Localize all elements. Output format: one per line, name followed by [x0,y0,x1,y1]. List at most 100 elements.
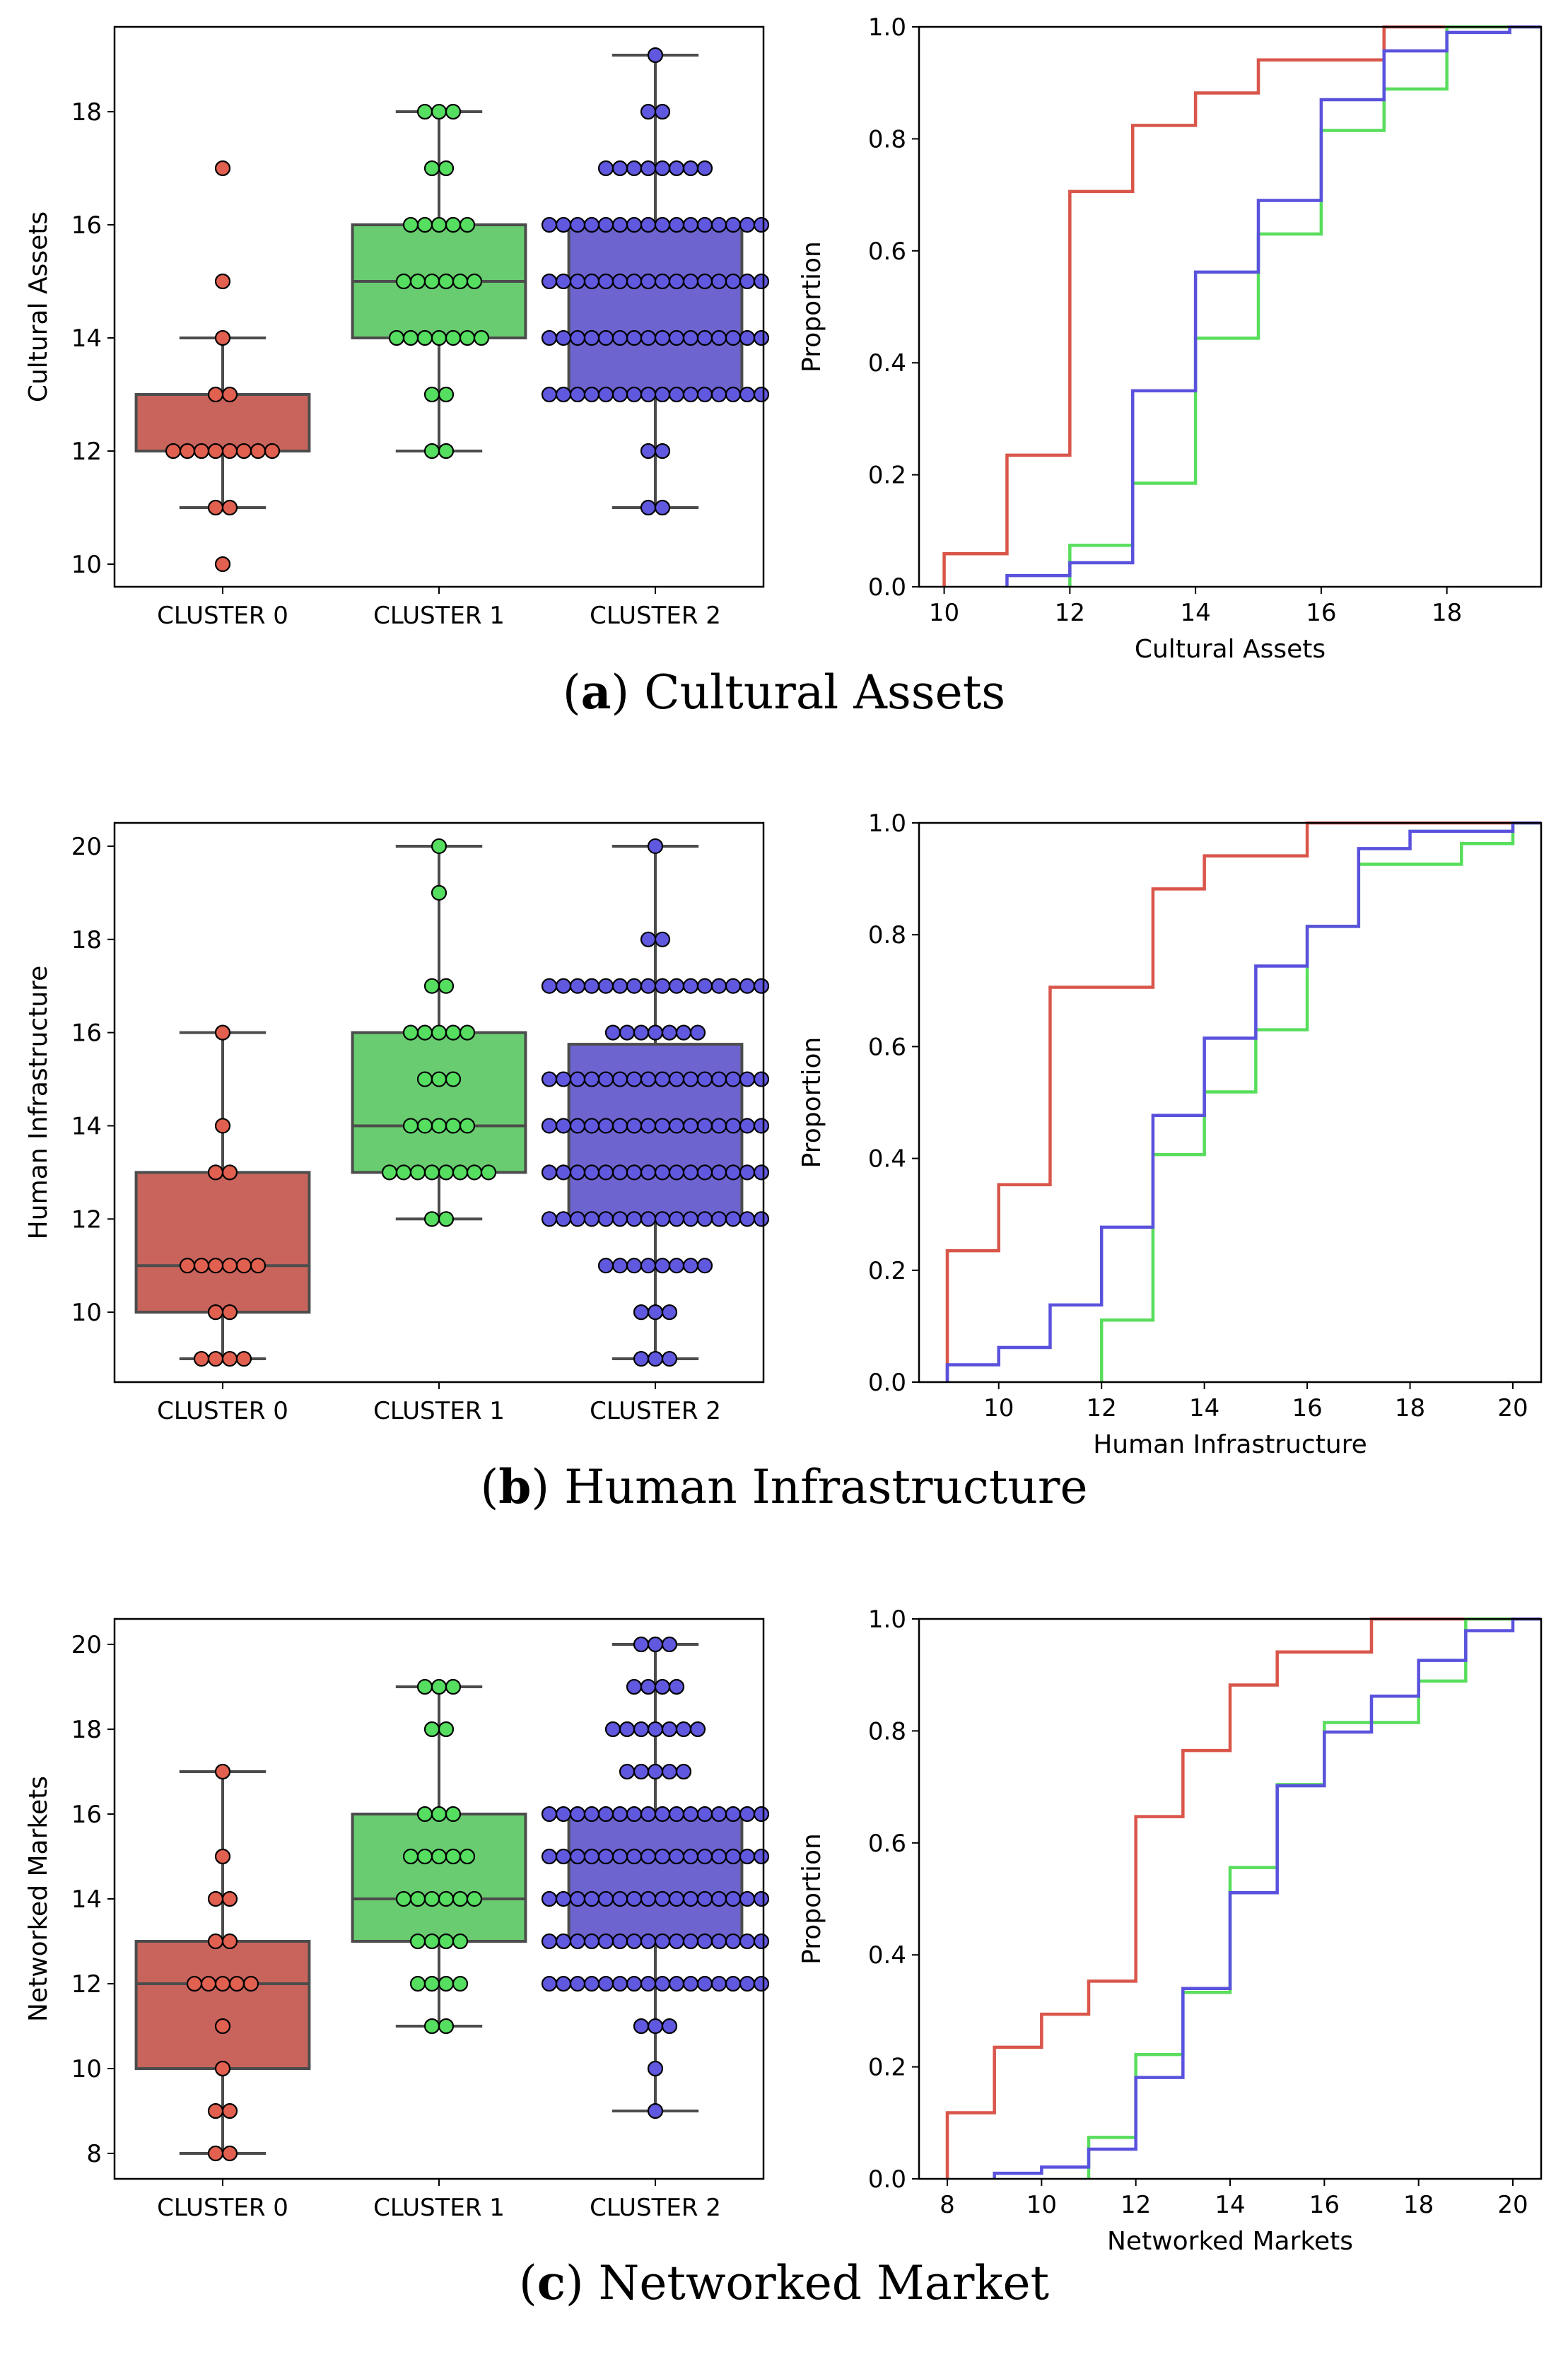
data-point [710,273,727,290]
data-point [438,978,455,994]
data-point [626,160,643,177]
y-tick-label: 0.0 [868,1369,906,1397]
y-tick-label: 12 [71,1970,102,1999]
data-point [640,386,657,403]
data-point [193,1258,210,1274]
data-point [569,1933,586,1950]
data-point [214,1975,231,1992]
ecdf-line-cluster-2 [993,1618,1541,2179]
data-point [597,216,614,233]
data-point [416,1118,433,1134]
data-point [452,273,469,290]
data-point [753,978,770,994]
caption-text: Human Infrastructure [564,1460,1087,1514]
data-point [214,1024,231,1041]
data-point [640,216,657,233]
caption-paren-open: ( [519,2256,537,2310]
data-point [250,1258,267,1274]
y-tick-label: 20 [71,833,102,861]
data-point [626,1164,643,1181]
data-point [555,1164,572,1181]
data-point [583,1890,600,1907]
data-point [739,1975,756,1992]
data-point [661,1636,678,1653]
data-point [753,1071,770,1087]
data-point [682,160,699,177]
box-group-cluster-2 [541,1636,770,2119]
data-point [541,386,558,403]
data-point [654,1975,671,1992]
data-point [597,273,614,290]
data-point [710,978,727,994]
data-point [647,838,664,855]
x-tick-label: 12 [1121,2191,1151,2219]
data-point [583,1933,600,1950]
data-point [668,160,685,177]
data-point [438,273,455,290]
data-point [710,1975,727,1992]
x-axis-label: Cultural Assets [1135,635,1326,664]
data-point [423,386,440,403]
data-point [416,1024,433,1041]
data-point [753,329,770,346]
ecdf-line-cluster-1 [1099,821,1541,1382]
data-point [423,978,440,994]
data-point [739,1211,756,1227]
data-point [626,1118,643,1134]
data-point [438,2018,455,2035]
data-point [569,329,586,346]
data-point [423,1721,440,1738]
data-point [445,1024,462,1041]
data-point [431,103,447,120]
y-axis-label: Proportion [797,241,826,373]
data-point [640,931,657,947]
y-tick-label: 0.8 [868,125,906,153]
data-point [597,1071,614,1087]
data-point [739,1890,756,1907]
data-point [452,1164,469,1181]
data-point [640,1806,657,1823]
y-tick-label: 0.4 [868,349,906,378]
data-point [541,1848,558,1865]
data-point [583,978,600,994]
data-point [654,443,671,460]
data-point [452,1975,469,1992]
data-point [466,1890,483,1907]
x-tick-label: 14 [1215,2191,1245,2219]
data-point [438,443,455,460]
data-point [583,273,600,290]
data-point [682,1071,699,1087]
data-point [221,1933,238,1950]
data-point [221,386,238,403]
data-point [583,1071,600,1087]
data-point [214,2018,231,2035]
data-point [221,499,238,516]
axes-frame [918,821,1543,1384]
data-point [221,1890,238,1907]
data-point [409,1890,426,1907]
data-point [626,978,643,994]
x-tick-label: 10 [1026,2191,1057,2219]
data-point [739,1164,756,1181]
data-point [423,1890,440,1907]
box-group-cluster-0 [134,160,311,573]
data-point [445,1118,462,1134]
data-point [725,216,742,233]
data-point [541,1164,558,1181]
data-point [555,1933,572,1950]
data-point [250,443,267,460]
data-point [207,2145,224,2162]
data-point [668,978,685,994]
x-tick-label: 18 [1403,2191,1434,2219]
boxplot-b: CLUSTER 0 CLUSTER 1 CLUSTER 2 10 12 14 16 18 20 H… [24,821,770,1425]
data-point [555,273,572,290]
box-group-cluster-0 [134,1024,311,1367]
y-tick-label: 16 [71,211,102,240]
data-point [438,160,455,177]
data-point [583,1211,600,1227]
data-point [654,931,671,947]
data-point [597,1258,614,1274]
data-point [416,1071,433,1087]
data-point [409,1164,426,1181]
data-point [555,386,572,403]
